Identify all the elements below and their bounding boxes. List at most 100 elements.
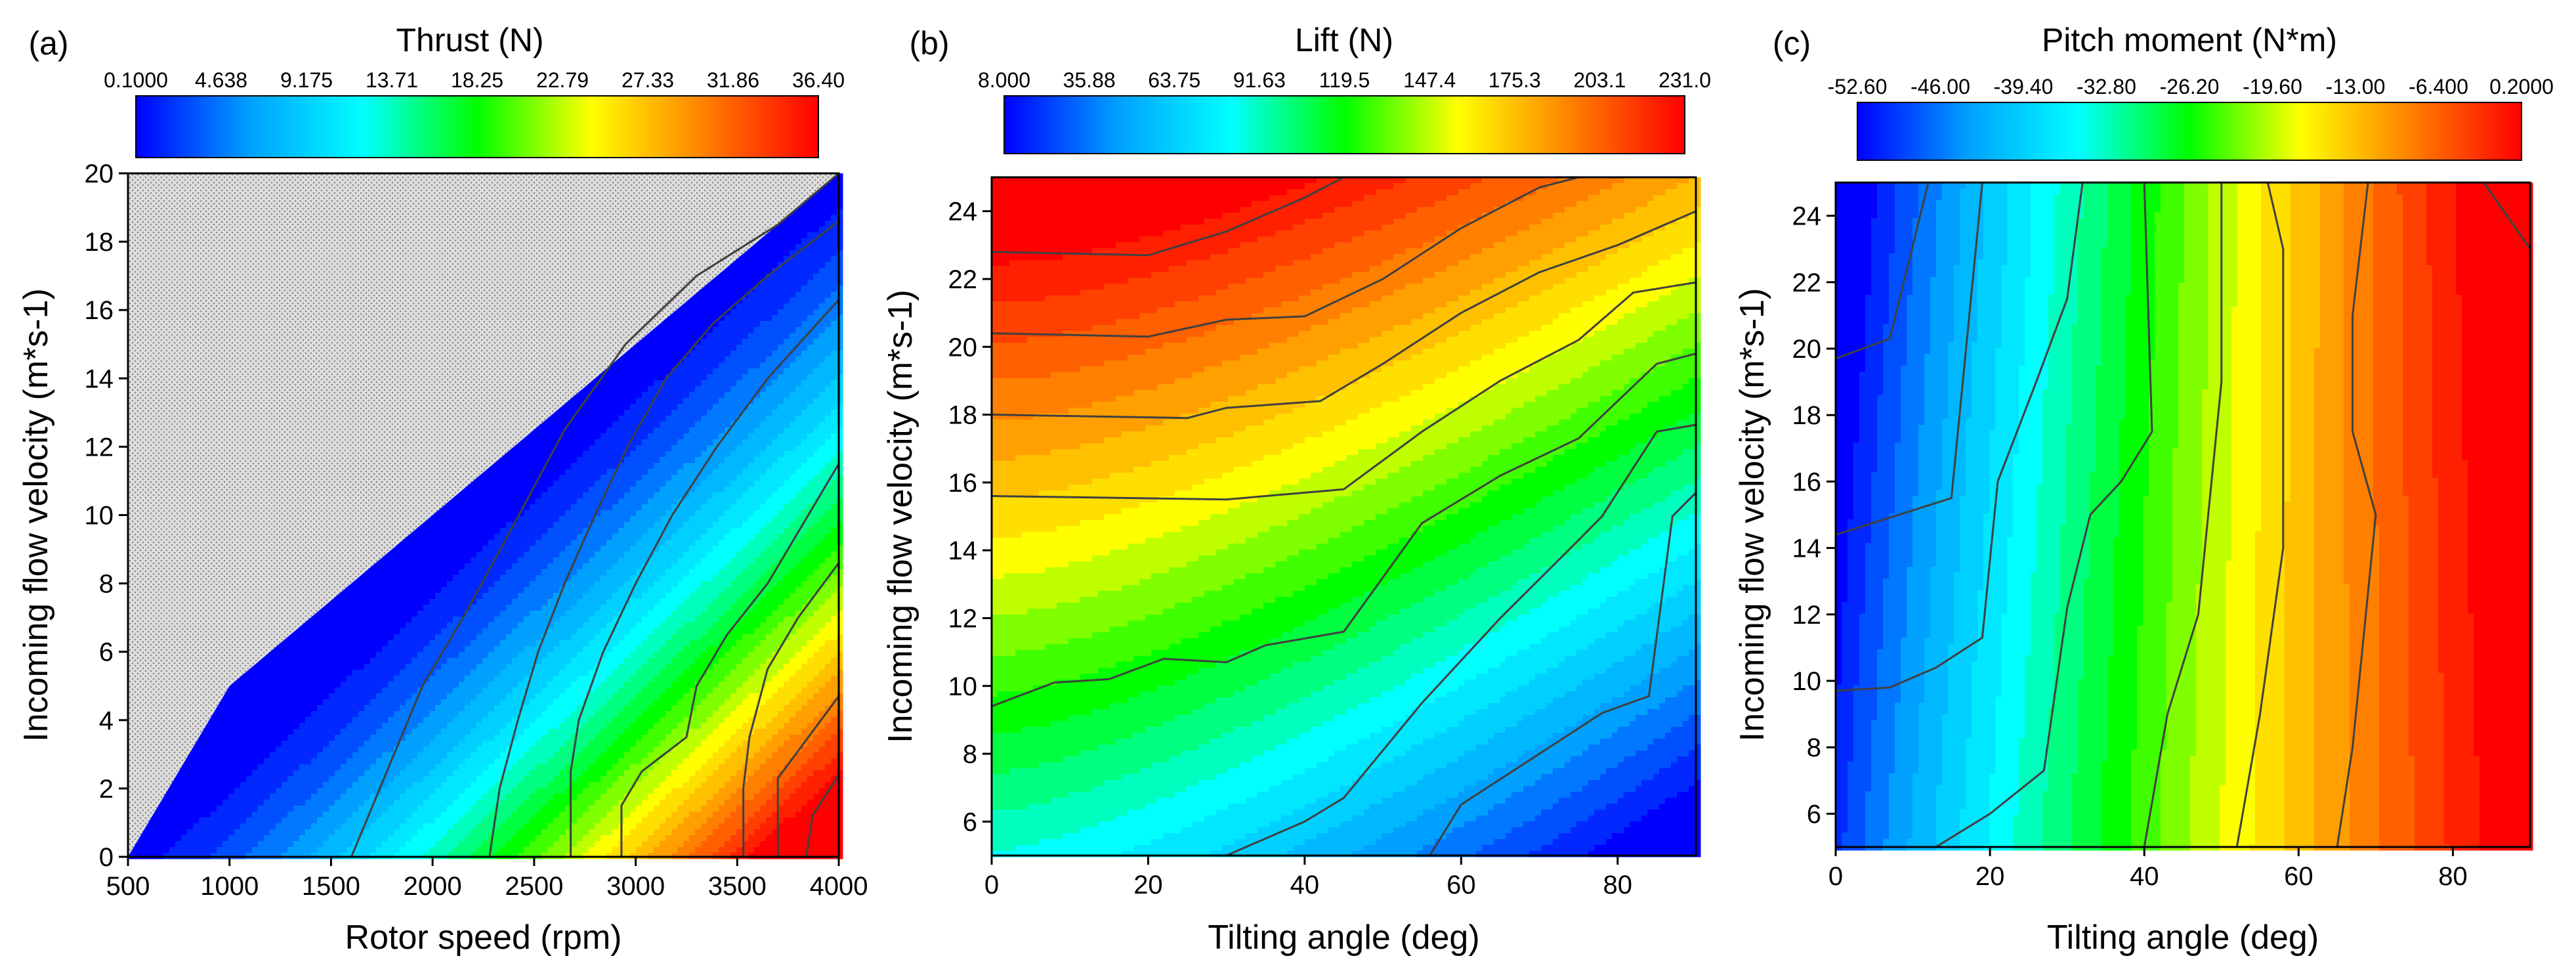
heatmap-cell bbox=[671, 321, 678, 328]
heatmap-cell bbox=[778, 315, 784, 322]
heatmap-cell bbox=[784, 250, 790, 257]
heatmap-cell bbox=[677, 333, 684, 339]
heatmap-cell bbox=[790, 315, 796, 322]
heatmap-cell bbox=[778, 392, 784, 399]
heatmap-cell bbox=[760, 398, 767, 404]
heatmap-cell bbox=[778, 380, 784, 387]
heatmap-cell bbox=[807, 297, 814, 304]
heatmap-cell bbox=[790, 297, 796, 304]
heatmap-cell bbox=[736, 398, 743, 404]
colorbar-tick-label: 31.86 bbox=[707, 68, 759, 92]
heatmap-cell bbox=[790, 374, 796, 381]
heatmap-cell bbox=[725, 333, 731, 339]
heatmap-cell bbox=[766, 386, 772, 393]
heatmap-cell bbox=[742, 309, 749, 316]
heatmap-cell bbox=[837, 203, 843, 209]
heatmap-cell bbox=[807, 256, 814, 263]
heatmap-cell bbox=[819, 410, 826, 416]
heatmap-cell bbox=[831, 232, 837, 239]
heatmap-cell bbox=[772, 357, 778, 363]
heatmap-cell bbox=[795, 268, 802, 274]
heatmap-cell bbox=[831, 410, 837, 416]
heatmap-cell bbox=[772, 345, 778, 351]
heatmap-cell bbox=[831, 321, 837, 328]
heatmap-cell bbox=[760, 357, 767, 363]
heatmap-cell bbox=[595, 410, 601, 416]
heatmap-cell bbox=[801, 315, 808, 322]
heatmap-cell bbox=[772, 250, 778, 257]
heatmap-cell bbox=[772, 238, 778, 245]
heatmap-cell bbox=[601, 392, 607, 399]
heatmap-cell bbox=[778, 280, 784, 286]
heatmap-cell bbox=[742, 303, 749, 310]
heatmap-cell bbox=[837, 327, 843, 334]
heatmap-cell bbox=[689, 362, 696, 369]
heatmap-cell bbox=[760, 297, 767, 304]
heatmap-cell bbox=[837, 250, 843, 257]
heatmap-cell bbox=[784, 410, 790, 416]
heatmap-cell bbox=[677, 392, 684, 399]
heatmap-cell bbox=[654, 410, 660, 416]
heatmap-cell bbox=[837, 191, 843, 198]
heatmap-cell bbox=[713, 286, 719, 292]
heatmap-cell bbox=[730, 268, 737, 274]
heatmap-cell bbox=[748, 339, 755, 345]
heatmap-cell bbox=[736, 274, 743, 280]
heatmap-cell bbox=[790, 215, 796, 221]
heatmap-cell bbox=[719, 345, 725, 351]
heatmap-cell bbox=[742, 398, 749, 404]
heatmap-cell bbox=[707, 368, 713, 375]
heatmap-cell bbox=[807, 292, 814, 298]
heatmap-cell bbox=[677, 327, 684, 334]
heatmap-cell bbox=[831, 404, 837, 410]
heatmap-cell bbox=[831, 274, 837, 280]
heatmap-cell bbox=[813, 203, 820, 209]
heatmap-cell bbox=[790, 339, 796, 345]
heatmap-cell bbox=[689, 309, 696, 316]
heatmap-cell bbox=[772, 309, 778, 316]
heatmap-cell bbox=[565, 410, 572, 416]
heatmap-cell bbox=[831, 333, 837, 339]
heatmap-cell bbox=[654, 345, 660, 351]
heatmap-cell bbox=[689, 368, 696, 375]
heatmap-cell bbox=[736, 357, 743, 363]
heatmap-cell bbox=[790, 238, 796, 245]
heatmap-cell bbox=[760, 351, 767, 357]
heatmap-cell bbox=[736, 262, 743, 269]
heatmap-cell bbox=[772, 351, 778, 357]
heatmap-cell bbox=[790, 380, 796, 387]
heatmap-cell bbox=[795, 292, 802, 298]
heatmap-cell bbox=[624, 368, 631, 375]
heatmap-cell bbox=[813, 250, 820, 257]
heatmap-cell bbox=[825, 185, 832, 192]
heatmap-cell bbox=[825, 221, 832, 227]
heatmap-cell bbox=[801, 398, 808, 404]
heatmap-cell bbox=[636, 392, 643, 399]
heatmap-cell bbox=[784, 315, 790, 322]
heatmap-cell bbox=[760, 286, 767, 292]
heatmap-cell bbox=[648, 357, 654, 363]
heatmap-cell bbox=[778, 256, 784, 263]
heatmap-cell bbox=[730, 286, 737, 292]
heatmap-cell bbox=[742, 315, 749, 322]
heatmap-cell bbox=[648, 351, 654, 357]
heatmap-cell bbox=[837, 333, 843, 339]
heatmap-cell bbox=[760, 339, 767, 345]
heatmap-cell bbox=[819, 339, 826, 345]
heatmap-cell bbox=[772, 380, 778, 387]
heatmap-cell bbox=[778, 398, 784, 404]
heatmap-cell bbox=[665, 339, 672, 345]
heatmap-cell bbox=[719, 410, 725, 416]
heatmap-cell bbox=[825, 321, 832, 328]
heatmap-cell bbox=[671, 404, 678, 410]
heatmap-cell bbox=[790, 221, 796, 227]
heatmap-cell bbox=[707, 292, 713, 298]
heatmap-cell bbox=[636, 398, 643, 404]
heatmap-cell bbox=[671, 327, 678, 334]
heatmap-cell bbox=[837, 179, 843, 186]
heatmap-cell bbox=[760, 268, 767, 274]
heatmap-cell bbox=[677, 398, 684, 404]
heatmap-cell bbox=[801, 386, 808, 393]
heatmap-cell bbox=[701, 315, 707, 322]
heatmap-cell bbox=[784, 327, 790, 334]
